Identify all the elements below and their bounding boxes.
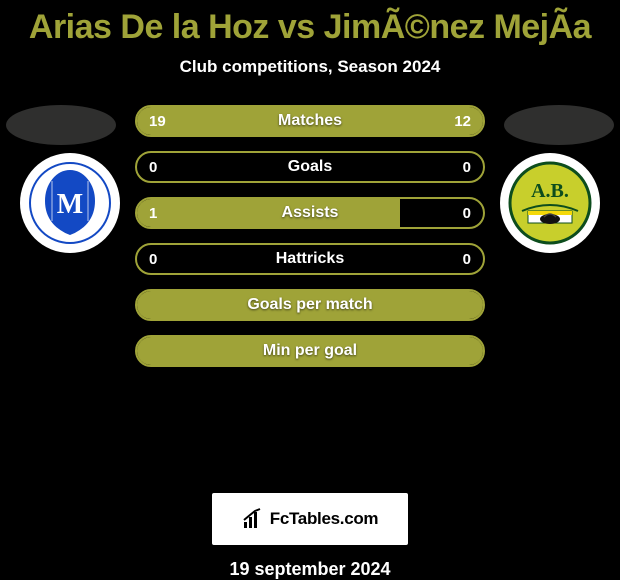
team-badge-left: M [20,153,120,253]
stat-value-right: 0 [451,199,483,227]
stat-value-right: 0 [451,245,483,273]
site-label: FcTables.com [270,509,379,529]
bucaramanga-icon: A.B. [508,161,592,245]
stat-value-left: 1 [137,199,169,227]
stat-label: Min per goal [137,337,483,365]
svg-text:M: M [57,189,83,220]
stat-bar: Goals per match [135,289,485,321]
stat-label: Goals [137,153,483,181]
stat-label: Goals per match [137,291,483,319]
stat-bar: Assists1 0 [135,197,485,229]
stat-value-right: 0 [451,153,483,181]
stat-bars: Matches1912Goals00Assists10Hattricks00Go… [135,105,485,367]
stat-bar: Min per goal [135,335,485,367]
stat-value-left: 19 [137,107,178,135]
stat-label: Hattricks [137,245,483,273]
stat-value-left: 0 [137,245,169,273]
svg-text:A.B.: A.B. [531,180,569,202]
stat-label: Matches [137,107,483,135]
player-ellipse-left [6,105,116,145]
stat-bar: Hattricks0 0 [135,243,485,275]
stat-bar: Goals0 0 [135,151,485,183]
main-panel: M A.B. Matches1912Goals00Assists10Hattri… [0,95,620,197]
site-badge: FcTables.com [212,493,408,545]
comparison-infographic: Arias De la Hoz vs JimÃ©nez MejÃ­a Club … [0,0,620,580]
stat-bar: Matches19 12 [135,105,485,137]
page-title: Arias De la Hoz vs JimÃ©nez MejÃ­a [29,8,591,47]
millonarios-icon: M [28,161,112,245]
team-badge-right: A.B. [500,153,600,253]
date-label: 19 september 2024 [229,559,390,580]
stat-label: Assists [137,199,483,227]
stat-value-left: 0 [137,153,169,181]
page-subtitle: Club competitions, Season 2024 [180,57,441,77]
fctables-logo-icon [242,508,264,530]
stat-value-right: 12 [442,107,483,135]
player-ellipse-right [504,105,614,145]
